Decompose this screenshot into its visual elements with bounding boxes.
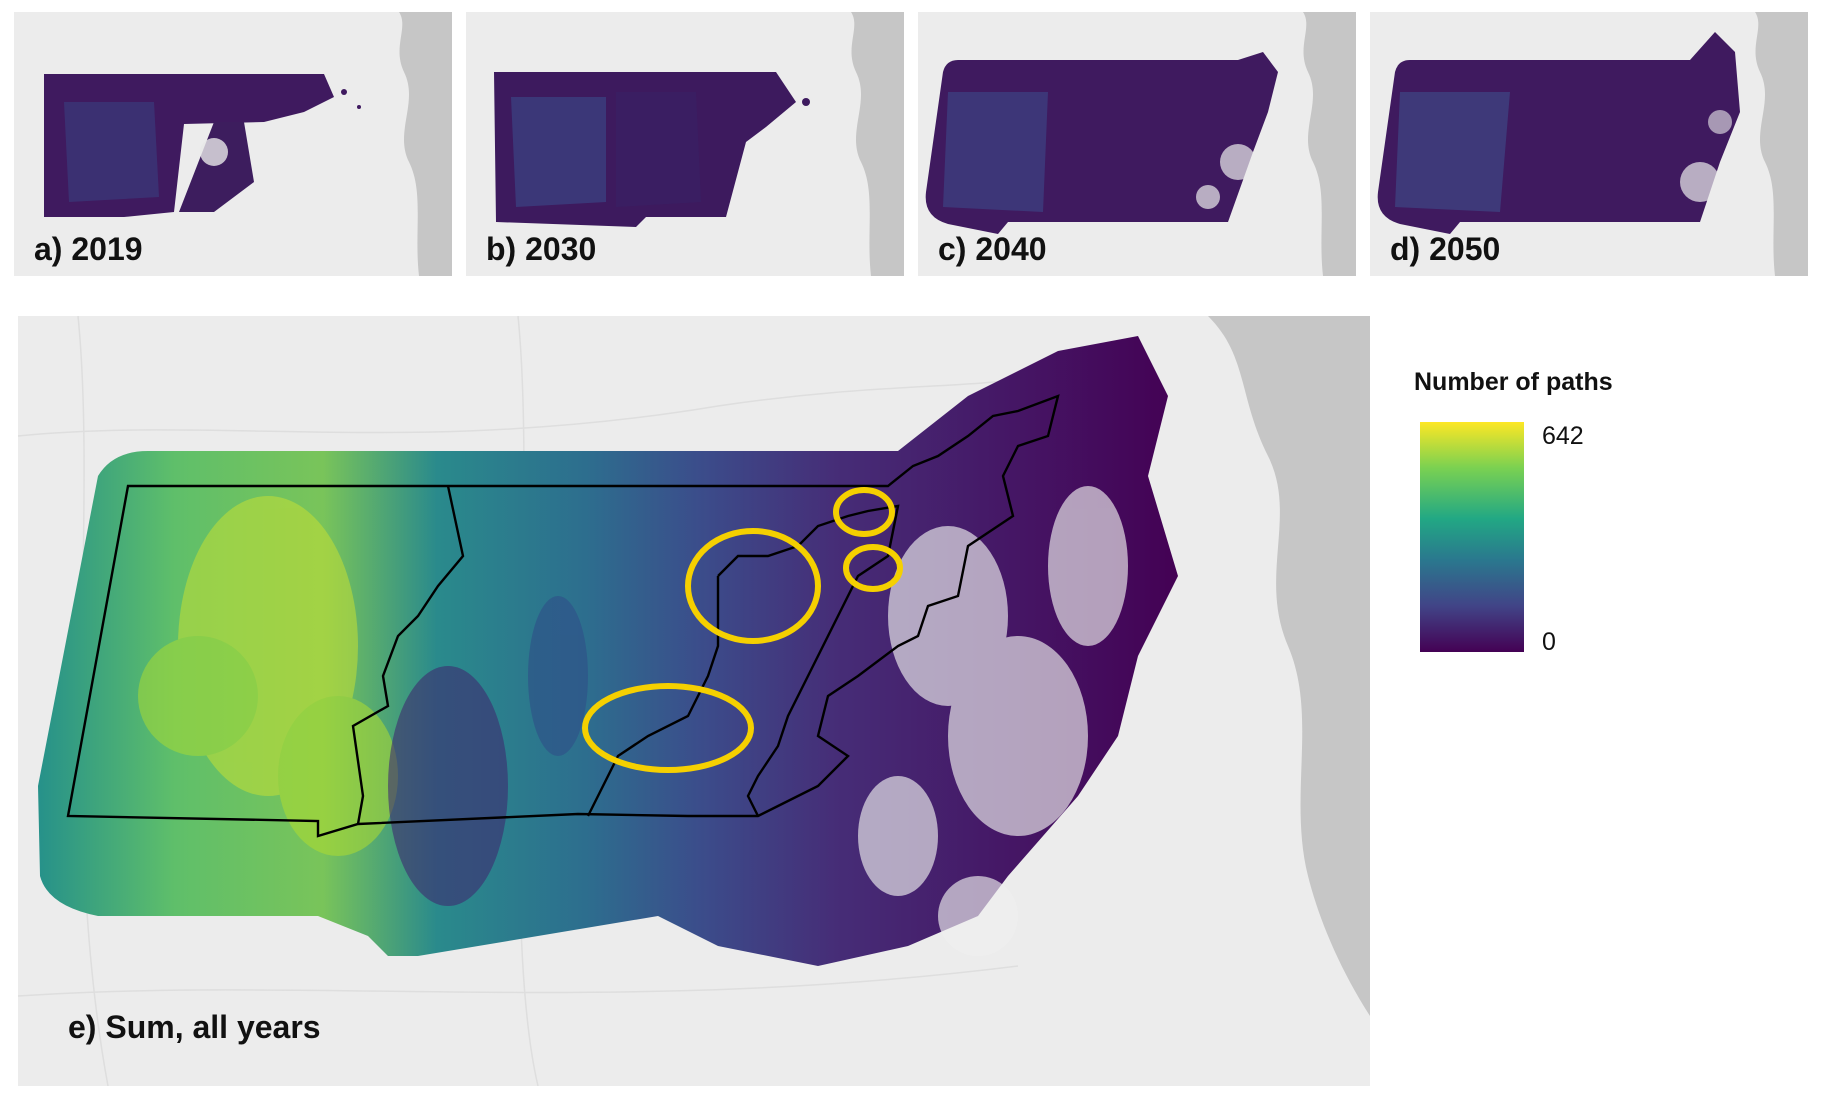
map-2050 [1370,12,1808,276]
ocean [1208,316,1370,1016]
map-panel-2030: b) 2030 [466,12,904,276]
highlight-area-1 [685,528,821,644]
map-2040 [918,12,1356,276]
map-panel-sum: e) Sum, all years [18,316,1370,1086]
panel-label-2040: c) 2040 [938,231,1047,267]
map-2019 [14,12,452,276]
map-panel-2050: d) 2050 [1370,12,1808,276]
map-panel-2040: c) 2040 [918,12,1356,276]
panel-label-2030: b) 2030 [486,231,597,267]
legend-title: Number of paths [1414,368,1613,396]
legend-tick-min [1524,642,1534,644]
map-sum-all-years [18,316,1370,1086]
highlight-area-4 [582,683,754,773]
panel-label-sum: e) Sum, all years [68,1009,321,1045]
region-boundaries [66,394,1060,838]
map-panel-2019: a) 2019 [14,12,452,276]
legend-min-label: 0 [1542,628,1556,656]
legend-tick-max [1524,434,1534,436]
legend-max-label: 642 [1542,422,1584,450]
map-2030 [466,12,904,276]
legend-colorbar [1420,422,1524,652]
panel-label-2050: d) 2050 [1390,231,1501,267]
highlight-circles [582,487,903,773]
panel-label-2019: a) 2019 [34,231,143,267]
ocean [399,12,452,276]
highlight-area-3 [843,544,903,592]
highlight-area-2 [833,487,895,537]
color-legend: Number of paths 642 0 [1408,360,1728,660]
